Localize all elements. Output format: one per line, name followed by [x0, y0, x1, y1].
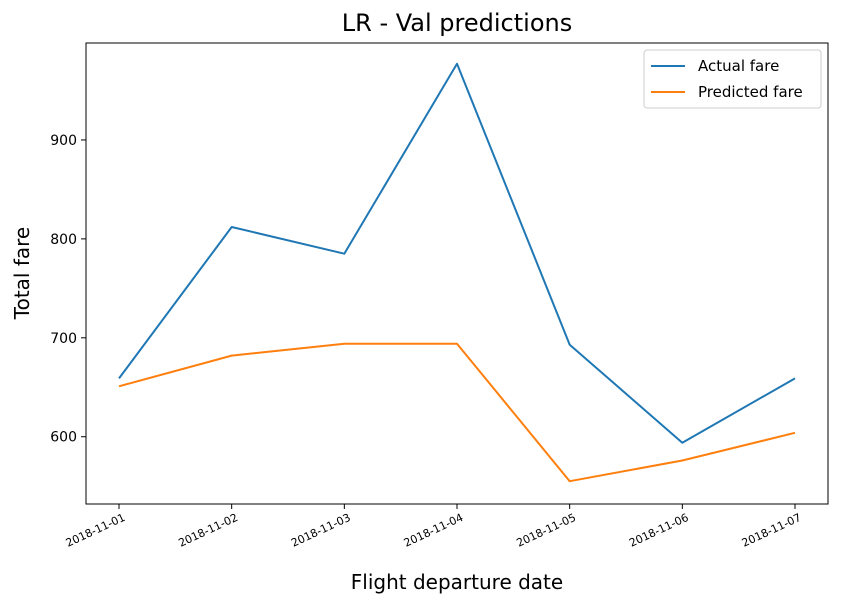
- x-tick-label: 2018-11-05: [514, 511, 577, 550]
- series-line-actual-fare: [118, 62, 796, 444]
- x-tick-label: 2018-11-01: [64, 511, 127, 550]
- legend-entry-label: Predicted fare: [698, 83, 803, 101]
- legend-box: [643, 49, 822, 109]
- legend: Actual fare Predicted fare: [643, 49, 822, 109]
- y-tick-label: 800: [50, 232, 77, 248]
- y-tick-label: 700: [50, 331, 77, 347]
- x-axis-label: Flight departure date: [351, 570, 563, 594]
- x-tick-label: 2018-11-06: [627, 511, 690, 550]
- series-group: [118, 62, 796, 483]
- x-tick-label: 2018-11-02: [176, 511, 239, 550]
- y-axis: 600 700 800 900: [50, 133, 86, 446]
- x-axis: 2018-11-01 2018-11-02 2018-11-03 2018-11-04…: [64, 504, 803, 550]
- x-tick-label: 2018-11-07: [740, 511, 803, 550]
- y-tick-label: 600: [50, 430, 77, 446]
- x-tick-label: 2018-11-03: [289, 511, 352, 550]
- legend-entry-label: Actual fare: [698, 57, 779, 75]
- series-line-predicted-fare: [118, 342, 796, 483]
- chart-title: LR - Val predictions: [342, 9, 572, 37]
- y-tick-label: 900: [50, 133, 77, 149]
- x-tick-label: 2018-11-04: [402, 511, 465, 550]
- y-axis-label: Total fare: [10, 227, 34, 320]
